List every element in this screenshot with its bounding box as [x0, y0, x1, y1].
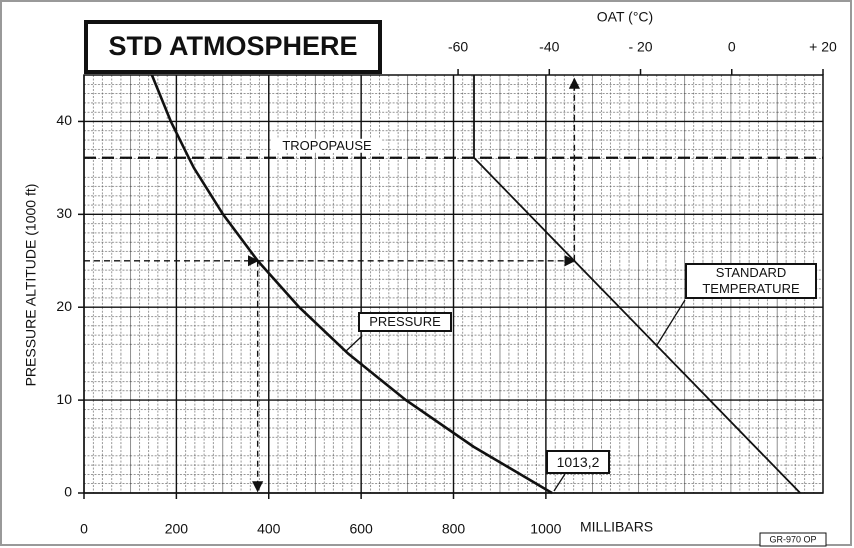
title-box — [84, 20, 382, 74]
x2-axis-title: OAT (°C) — [597, 9, 653, 25]
x-axis-title: MILLIBARS — [580, 519, 653, 535]
tropopause-bg — [272, 138, 382, 153]
x-tick-label: 200 — [165, 521, 189, 537]
code-box — [759, 532, 827, 547]
chart-title: STD ATMOSPHERE — [108, 31, 357, 61]
x-tick-label: 600 — [349, 521, 373, 537]
tropopause-label: TROPOPAUSE — [282, 138, 372, 153]
pressure-callout: PRESSURE — [358, 312, 452, 332]
x-tick-label: 400 — [257, 521, 281, 537]
y-tick-label: 20 — [56, 298, 72, 314]
sea-level-callout: 1013,2 — [546, 450, 610, 474]
x-tick-label: 1000 — [530, 521, 561, 537]
y-axis-title: PRESSURE ALTITUDE (1000 ft) — [23, 184, 39, 387]
y-tick-label: 0 — [64, 484, 72, 500]
y-tick-label: 10 — [56, 391, 72, 407]
x-tick-label: 800 — [442, 521, 466, 537]
series-line — [473, 75, 801, 494]
code: GR-970 OP — [769, 534, 816, 544]
temperature-leader — [656, 299, 686, 346]
x2-tick-label: -40 — [539, 39, 559, 55]
pressure-leader — [344, 335, 363, 353]
sea-level-leader — [553, 473, 566, 492]
x2-tick-label: -60 — [448, 39, 468, 55]
x2-tick-label: - 20 — [628, 39, 652, 55]
x2-tick-label: + 20 — [809, 39, 837, 55]
x2-tick-label: 0 — [728, 39, 736, 55]
x-tick-label: 0 — [80, 521, 88, 537]
temperature-callout: STANDARD TEMPERATURE — [685, 263, 817, 299]
y-tick-label: 40 — [56, 112, 72, 128]
y-tick-label: 30 — [56, 205, 72, 221]
